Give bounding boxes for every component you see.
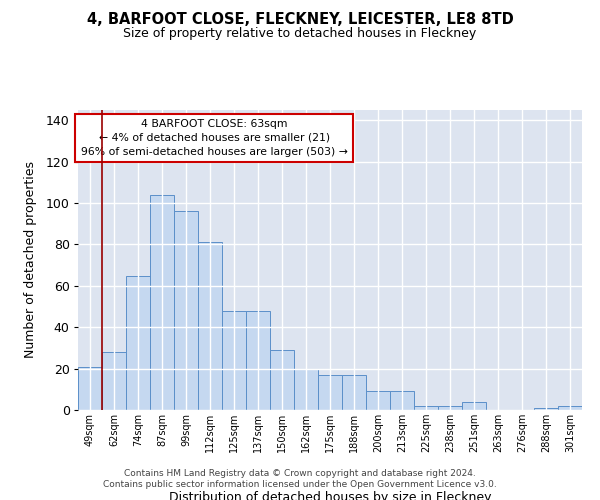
Bar bbox=[558, 406, 582, 410]
Bar bbox=[174, 212, 198, 410]
Bar bbox=[390, 392, 414, 410]
Bar bbox=[534, 408, 558, 410]
Bar bbox=[318, 375, 342, 410]
Bar bbox=[222, 310, 246, 410]
Bar bbox=[294, 368, 318, 410]
Bar bbox=[150, 195, 174, 410]
Bar bbox=[270, 350, 294, 410]
Text: 4 BARFOOT CLOSE: 63sqm
← 4% of detached houses are smaller (21)
96% of semi-deta: 4 BARFOOT CLOSE: 63sqm ← 4% of detached … bbox=[80, 119, 347, 157]
Bar bbox=[198, 242, 222, 410]
Bar bbox=[438, 406, 462, 410]
Bar bbox=[366, 392, 390, 410]
Text: 4, BARFOOT CLOSE, FLECKNEY, LEICESTER, LE8 8TD: 4, BARFOOT CLOSE, FLECKNEY, LEICESTER, L… bbox=[86, 12, 514, 28]
Text: Size of property relative to detached houses in Fleckney: Size of property relative to detached ho… bbox=[124, 28, 476, 40]
Bar bbox=[126, 276, 150, 410]
Y-axis label: Number of detached properties: Number of detached properties bbox=[25, 162, 37, 358]
X-axis label: Distribution of detached houses by size in Fleckney: Distribution of detached houses by size … bbox=[169, 491, 491, 500]
Bar bbox=[462, 402, 486, 410]
Bar bbox=[342, 375, 366, 410]
Bar bbox=[246, 310, 270, 410]
Text: Contains HM Land Registry data © Crown copyright and database right 2024.: Contains HM Land Registry data © Crown c… bbox=[124, 468, 476, 477]
Bar bbox=[78, 366, 102, 410]
Bar bbox=[414, 406, 438, 410]
Text: Contains public sector information licensed under the Open Government Licence v3: Contains public sector information licen… bbox=[103, 480, 497, 489]
Bar bbox=[102, 352, 126, 410]
